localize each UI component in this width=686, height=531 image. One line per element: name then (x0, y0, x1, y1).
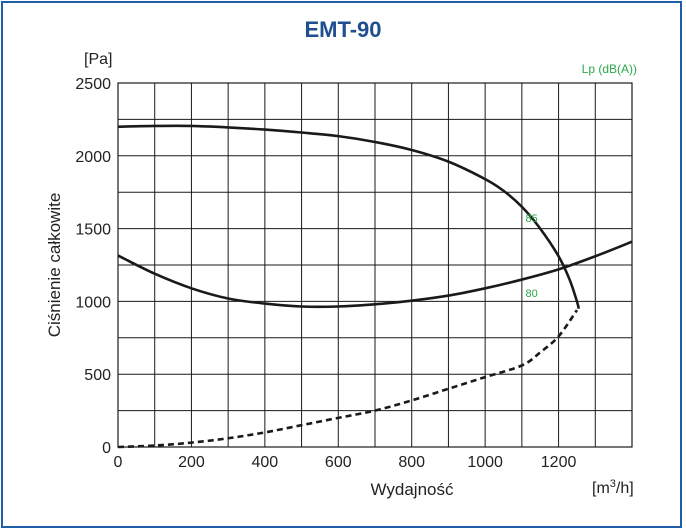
x-unit-base: [m (592, 480, 610, 497)
x-tick-label: 200 (178, 454, 205, 471)
series-line-2 (117, 240, 633, 309)
chart-title: EMT-90 (304, 17, 381, 42)
y-tick-label: 2000 (75, 149, 111, 166)
y-tick-label: 500 (84, 367, 111, 384)
x-tick-label: 600 (325, 454, 352, 471)
noise-level-label: 85 (526, 213, 538, 225)
x-tick-label: 1000 (467, 454, 503, 471)
y-tick-label: 0 (102, 440, 111, 457)
series-line-3 (117, 309, 578, 449)
x-tick-label: 400 (252, 454, 279, 471)
noise-level-label: 80 (526, 288, 538, 300)
series-line-1 (117, 124, 581, 309)
x-unit-end: /h] (616, 480, 634, 497)
x-axis-label: Wydajność (371, 480, 454, 499)
y-tick-label: 1000 (75, 294, 111, 311)
y-tick-label: 1500 (75, 222, 111, 239)
x-ticks: 0 200 400 600 800 1000 1200 (114, 454, 577, 471)
y-axis-label: Ciśnienie całkowite (45, 193, 64, 338)
plot-border (117, 82, 633, 448)
y-unit: [Pa] (84, 51, 112, 68)
y-tick-label: 2500 (75, 76, 111, 93)
x-tick-label: 1200 (541, 454, 577, 471)
series-group (117, 124, 633, 449)
x-unit: [m3/h] (592, 478, 634, 497)
x-tick-label: 800 (398, 454, 425, 471)
legend-label: Lp (dB(A)) (582, 62, 637, 76)
x-tick-label: 0 (114, 454, 123, 471)
grid (117, 82, 633, 448)
noise-labels: 85 80 (526, 213, 538, 300)
y-ticks: 0 500 1000 1500 2000 2500 (75, 76, 111, 457)
x-unit-sup: 3 (610, 478, 616, 490)
